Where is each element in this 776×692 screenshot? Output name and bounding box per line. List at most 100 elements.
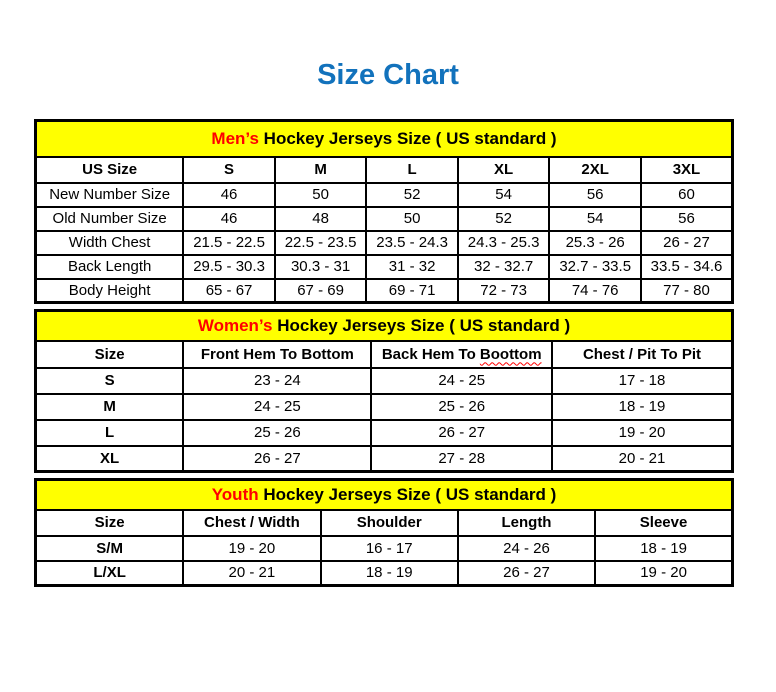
mens-cell-r4c3: 72 - 73	[456, 277, 551, 304]
mens-row-label-0: New Number Size	[34, 181, 185, 208]
page-title: Size Chart	[317, 59, 459, 91]
mens-cell-r0c2: 52	[365, 181, 459, 208]
mens-cell-r0c1: 50	[273, 181, 368, 208]
mens-band-highlight: Men’s	[211, 128, 259, 148]
mens-band-rest: Hockey Jerseys Size ( US standard )	[258, 128, 557, 148]
youth-cell-r1c1: 18 - 19	[319, 559, 459, 587]
womens-band-title: Women’s Hockey Jerseys Size ( US standar…	[34, 309, 734, 342]
mens-cell-r4c2: 69 - 71	[365, 277, 459, 304]
womens-table-row: XL 26 - 27 27 - 28 20 - 21	[34, 444, 734, 473]
youth-cell-r0c2: 24 - 26	[456, 534, 597, 562]
mens-row-label-4: Body Height	[34, 277, 185, 304]
youth-header-row: Size Chest / Width Shoulder Length Sleeve	[34, 508, 734, 537]
womens-size-table: Women’s Hockey Jerseys Size ( US standar…	[34, 309, 734, 473]
mens-cell-r3c4: 32.7 - 33.5	[548, 253, 642, 280]
youth-column-header-4: Sleeve	[594, 508, 734, 537]
youth-cell-r0c3: 18 - 19	[594, 534, 734, 562]
mens-cell-r0c0: 46	[182, 181, 276, 208]
mens-column-header-4: XL	[456, 155, 551, 184]
mens-cell-r1c1: 48	[273, 205, 368, 232]
mens-cell-r2c1: 22.5 - 23.5	[273, 229, 368, 256]
mens-cell-r3c2: 31 - 32	[365, 253, 459, 280]
womens-cell-r3c2: 20 - 21	[550, 444, 734, 473]
mens-table-row: Back Length 29.5 - 30.3 30.3 - 31 31 - 32 32…	[34, 253, 734, 280]
mens-cell-r1c4: 54	[548, 205, 642, 232]
womens-header-row: Size Front Hem To Bottom Back Hem To Boott…	[34, 339, 734, 369]
mens-cell-r3c5: 33.5 - 34.6	[639, 253, 734, 280]
youth-size-table: Youth Hockey Jerseys Size ( US standard …	[34, 478, 734, 587]
mens-cell-r1c3: 52	[456, 205, 551, 232]
mens-cell-r0c3: 54	[456, 181, 551, 208]
mens-cell-r2c0: 21.5 - 22.5	[182, 229, 276, 256]
youth-cell-r1c0: 20 - 21	[182, 559, 322, 587]
youth-band-rest: Hockey Jerseys Size ( US standard )	[258, 484, 557, 504]
womens-table-row: S 23 - 24 24 - 25 17 - 18	[34, 366, 734, 395]
mens-cell-r4c5: 77 - 80	[639, 277, 734, 304]
mens-cell-r3c1: 30.3 - 31	[273, 253, 368, 280]
youth-row-label-1: L/XL	[34, 559, 185, 587]
mens-cell-r4c4: 74 - 76	[548, 277, 642, 304]
womens-cell-r1c1: 25 - 26	[370, 392, 553, 421]
womens-cell-r0c1: 24 - 25	[370, 366, 553, 395]
youth-band-row: Youth Hockey Jerseys Size ( US standard …	[34, 478, 734, 511]
mens-column-header-3: L	[365, 155, 459, 184]
youth-cell-r1c3: 19 - 20	[594, 559, 734, 587]
womens-cell-r2c1: 26 - 27	[370, 418, 553, 447]
womens-cell-r2c2: 19 - 20	[550, 418, 734, 447]
womens-band-rest: Hockey Jerseys Size ( US standard )	[272, 315, 571, 335]
mens-cell-r2c5: 26 - 27	[639, 229, 734, 256]
womens-cell-r0c2: 17 - 18	[550, 366, 734, 395]
mens-size-table: Men’s Hockey Jerseys Size ( US standard …	[34, 119, 734, 304]
mens-header-row: US Size S M L XL 2XL 3XL	[34, 155, 734, 184]
youth-column-header-2: Shoulder	[319, 508, 459, 537]
womens-row-label-1: M	[34, 392, 185, 421]
womens-column-header-1: Front Hem To Bottom	[182, 339, 373, 369]
mens-cell-r1c2: 50	[365, 205, 459, 232]
mens-cell-r3c0: 29.5 - 30.3	[182, 253, 276, 280]
size-tables: Men’s Hockey Jerseys Size ( US standard …	[34, 119, 734, 587]
womens-cell-r3c0: 26 - 27	[182, 444, 373, 473]
mens-cell-r0c5: 60	[639, 181, 734, 208]
womens-column-header-2: Back Hem To Boottom	[370, 339, 553, 369]
youth-column-header-1: Chest / Width	[182, 508, 322, 537]
mens-band-row: Men’s Hockey Jerseys Size ( US standard …	[34, 119, 734, 158]
mens-table-row: New Number Size 46 50 52 54 56 60	[34, 181, 734, 208]
youth-band-highlight: Youth	[211, 484, 259, 504]
womens-column-header-3: Chest / Pit To Pit	[550, 339, 734, 369]
womens-row-label-3: XL	[34, 444, 185, 473]
mens-cell-r3c3: 32 - 32.7	[456, 253, 551, 280]
mens-row-label-1: Old Number Size	[34, 205, 185, 232]
youth-band-title: Youth Hockey Jerseys Size ( US standard …	[34, 478, 734, 511]
mens-band-title: Men’s Hockey Jerseys Size ( US standard …	[34, 119, 734, 158]
mens-column-header-0: US Size	[34, 155, 185, 184]
mens-table-row: Body Height 65 - 67 67 - 69 69 - 71 72 - 73 7…	[34, 277, 734, 304]
youth-column-header-3: Length	[456, 508, 597, 537]
mens-row-label-3: Back Length	[34, 253, 185, 280]
womens-row-label-0: S	[34, 366, 185, 395]
mens-table-row: Width Chest 21.5 - 22.5 22.5 - 23.5 23.5 - …	[34, 229, 734, 256]
womens-cell-r2c0: 25 - 26	[182, 418, 373, 447]
youth-table-row: S/M 19 - 20 16 - 17 24 - 26 18 - 19	[34, 534, 734, 562]
womens-cell-r3c1: 27 - 28	[370, 444, 553, 473]
womens-table-row: M 24 - 25 25 - 26 18 - 19	[34, 392, 734, 421]
youth-cell-r0c1: 16 - 17	[319, 534, 459, 562]
mens-cell-r0c4: 56	[548, 181, 642, 208]
mens-cell-r1c0: 46	[182, 205, 276, 232]
womens-cell-r1c0: 24 - 25	[182, 392, 373, 421]
youth-row-label-0: S/M	[34, 534, 185, 562]
mens-row-label-2: Width Chest	[34, 229, 185, 256]
womens-column-header-0: Size	[34, 339, 185, 369]
mens-cell-r4c0: 65 - 67	[182, 277, 276, 304]
womens-band-row: Women’s Hockey Jerseys Size ( US standar…	[34, 309, 734, 342]
youth-cell-r0c0: 19 - 20	[182, 534, 322, 562]
mens-table-row: Old Number Size 46 48 50 52 54 56	[34, 205, 734, 232]
youth-column-header-0: Size	[34, 508, 185, 537]
mens-cell-r2c3: 24.3 - 25.3	[456, 229, 551, 256]
mens-column-header-6: 3XL	[639, 155, 734, 184]
womens-row-label-2: L	[34, 418, 185, 447]
misspelled-word-underline: Boottom	[479, 345, 542, 363]
mens-column-header-5: 2XL	[548, 155, 642, 184]
mens-cell-r2c2: 23.5 - 24.3	[365, 229, 459, 256]
womens-cell-r0c0: 23 - 24	[182, 366, 373, 395]
